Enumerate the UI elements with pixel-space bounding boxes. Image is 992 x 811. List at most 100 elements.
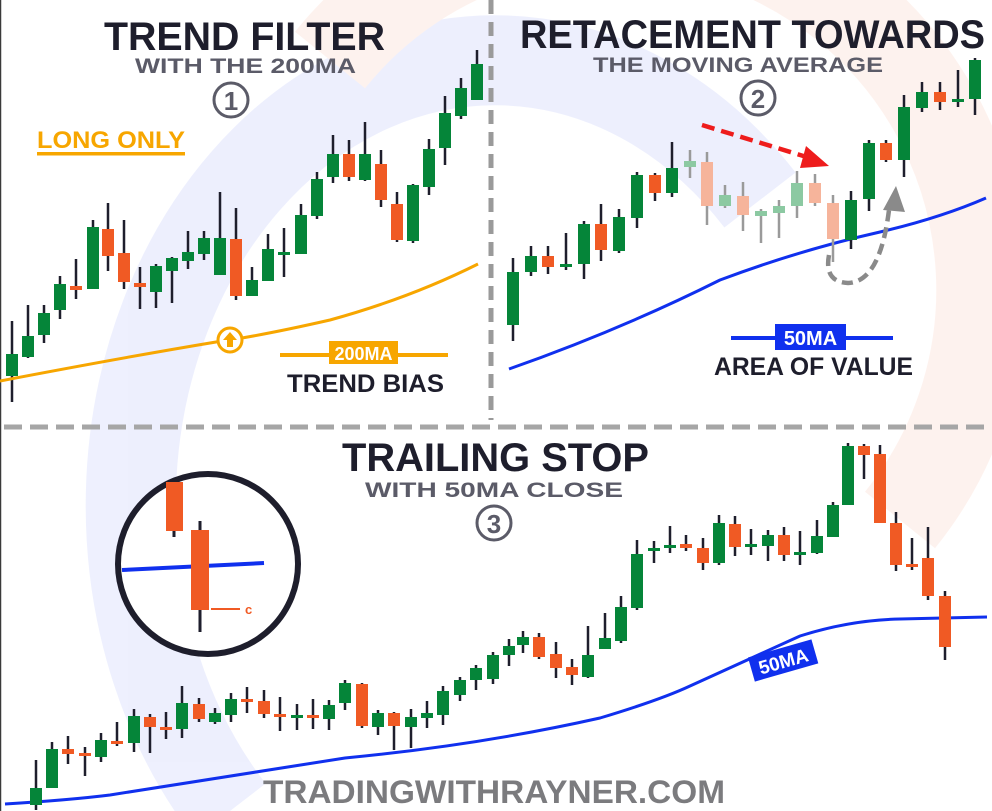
candle-body [719, 195, 731, 206]
candle-body [595, 224, 607, 250]
bullish-candle [470, 665, 482, 690]
candle-body [666, 168, 678, 193]
bearish-candle [566, 659, 578, 685]
bearish-candle [809, 174, 821, 206]
bullish-candle [503, 639, 515, 666]
candle-body [680, 544, 692, 548]
candle-body [118, 253, 130, 282]
candle-body [144, 717, 156, 727]
candle-body [791, 183, 803, 206]
candle-body [582, 655, 594, 677]
candle-body [811, 536, 823, 553]
bullish-candle [684, 150, 696, 178]
bullish-candle [339, 680, 351, 710]
candle-body [311, 179, 323, 216]
bullish-candle [631, 172, 643, 228]
candle-body [405, 717, 417, 727]
bullish-candle [648, 541, 660, 563]
arrow-up-icon [223, 332, 237, 347]
candle-body [713, 523, 725, 563]
bullish-candle [487, 652, 499, 684]
candle-body [916, 92, 928, 108]
candle-body [755, 211, 767, 216]
candle-body [134, 283, 146, 287]
bearish-candle [827, 195, 839, 262]
bearish-candle [79, 747, 91, 776]
bullish-candle [952, 70, 964, 107]
bullish-candle [166, 257, 178, 303]
bullish-candle [791, 171, 803, 218]
candle-body [423, 149, 435, 187]
ma50-rotated-badge: 50MA [747, 639, 819, 682]
candle-body [631, 175, 643, 218]
candle-body [778, 535, 790, 555]
candle-body [258, 701, 270, 714]
bullish-candle [454, 677, 466, 701]
bullish-candle [278, 228, 290, 277]
candle-body [176, 703, 188, 729]
candle-body [648, 548, 660, 551]
candle-body [30, 788, 42, 805]
bearish-candle [934, 82, 946, 110]
candle-body [827, 505, 839, 537]
candle-body [599, 638, 611, 649]
bullish-candle [38, 305, 50, 343]
candle-body [737, 196, 749, 215]
bullish-candle [246, 267, 258, 296]
bullish-candle [176, 686, 188, 738]
candle-body [922, 558, 934, 596]
ma200-badge [329, 341, 398, 364]
bullish-candle [423, 139, 435, 195]
candle-body [701, 162, 713, 206]
candle-body [615, 607, 627, 641]
bullish-candle [827, 502, 839, 537]
candle-body [439, 113, 451, 148]
bullish-candle [291, 704, 303, 730]
candle-body [54, 284, 66, 310]
candle-body [230, 239, 242, 296]
candle-body [437, 691, 449, 715]
candle-body [858, 446, 870, 455]
candle-body [550, 654, 562, 668]
candle-body [70, 286, 82, 290]
bearish-candle [701, 152, 713, 225]
bullish-candle [54, 276, 66, 319]
candle-body [773, 206, 785, 213]
close-marker-label: c [245, 602, 252, 617]
candle-body [631, 554, 643, 608]
bullish-candle [916, 82, 928, 112]
bearish-candle [230, 208, 242, 300]
bearish-candle [134, 267, 146, 309]
panel-retracement: RETACEMENT TOWARDS THE MOVING AVERAGE 2 … [507, 13, 987, 381]
candle-body [79, 753, 91, 756]
ma50-line-panel-2 [508, 196, 987, 371]
candle-body [560, 264, 572, 267]
bullish-candle [439, 96, 451, 165]
candle-body [339, 683, 351, 703]
candle-body [745, 544, 757, 547]
bullish-candle [898, 95, 910, 177]
panel-3-title: TRAILING STOP [342, 436, 649, 480]
inset-candle-1 [166, 482, 183, 531]
bullish-candle [150, 264, 162, 308]
candle-body [62, 749, 74, 754]
bearish-candle [356, 683, 368, 728]
bearish-candle [737, 182, 749, 231]
bearish-candle [778, 527, 790, 561]
candle-body [375, 164, 387, 200]
candle-body [542, 256, 554, 267]
candle-body [952, 99, 964, 102]
bullish-candle [560, 233, 572, 270]
bearish-candle [388, 712, 400, 750]
candle-body [684, 161, 696, 167]
candle-body [566, 667, 578, 675]
candle-body [295, 215, 307, 254]
ma200-badge-label: 200MA [334, 344, 392, 364]
area-of-value-caption: AREA OF VALUE [714, 353, 913, 381]
bullish-candle [359, 122, 371, 181]
bearish-candle [874, 445, 886, 523]
bearish-candle [697, 538, 709, 570]
candle-body [46, 749, 58, 788]
bullish-candle [405, 709, 417, 748]
bearish-candle [880, 140, 892, 162]
